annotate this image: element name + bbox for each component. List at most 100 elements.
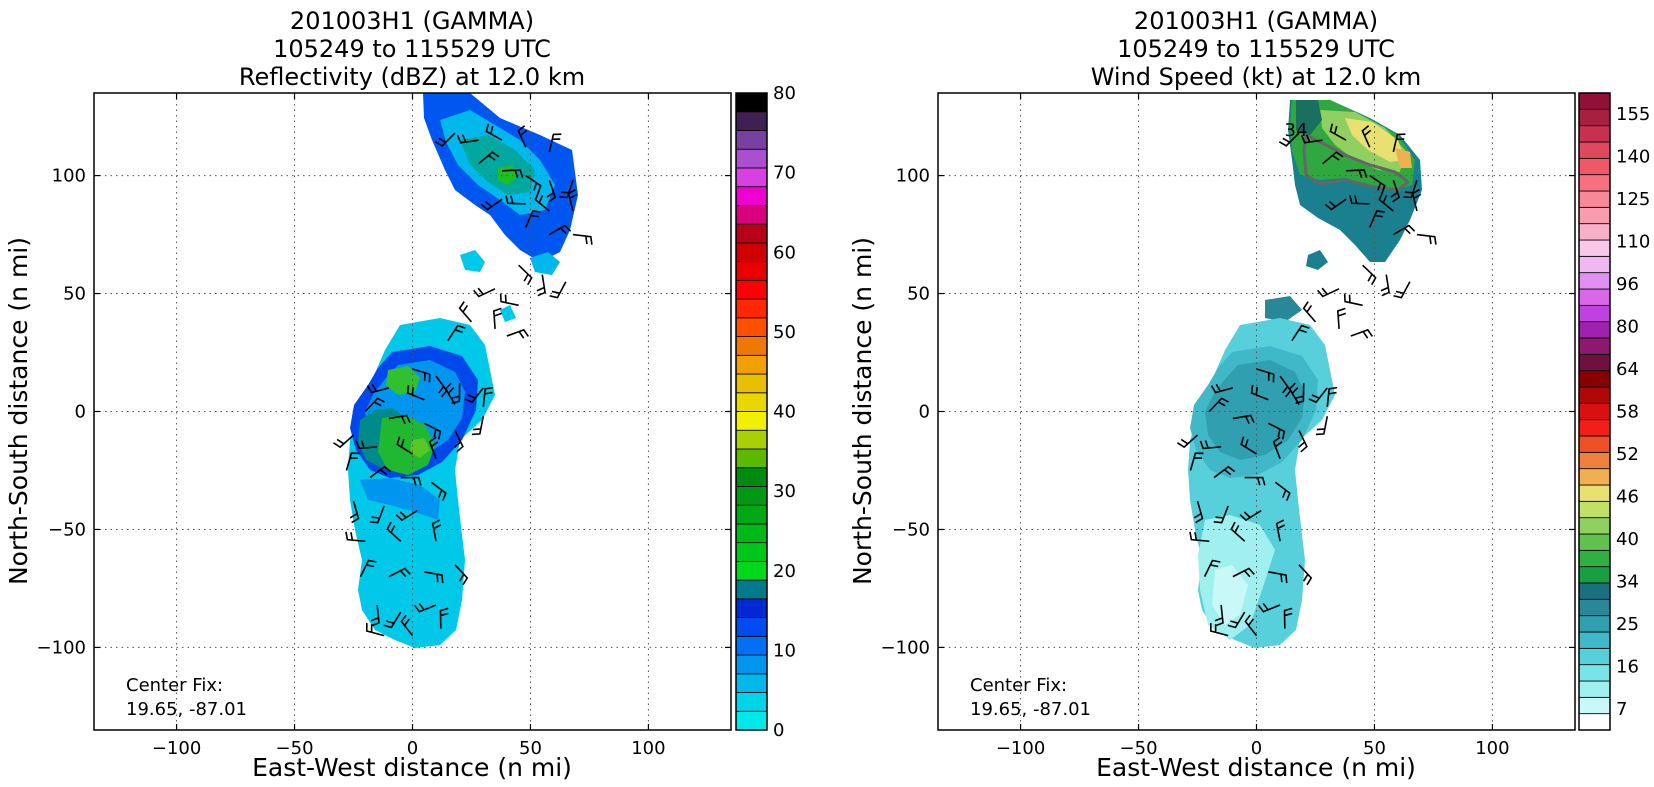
wind-barb <box>1275 519 1286 542</box>
reflectivity-panel: 201003H1 (GAMMA) 105249 to 115529 UTC Re… <box>4 7 796 782</box>
colorbar-segment <box>735 617 768 637</box>
x-tick-label: −50 <box>1120 738 1158 759</box>
wind-barb <box>549 281 567 299</box>
wind-barb <box>458 301 473 323</box>
colorbar-segment <box>735 579 768 600</box>
colorbar-tick-label: 10 <box>773 640 796 661</box>
colorbar-segment <box>1578 484 1611 502</box>
wind-barb <box>454 564 469 586</box>
colorbar-tick-label: 7 <box>1616 699 1627 720</box>
wind-barb <box>1213 505 1229 524</box>
wind-barb <box>424 571 444 584</box>
wind-barb <box>1322 151 1344 165</box>
wind-barb <box>471 416 485 436</box>
colorbar-segment <box>735 148 768 169</box>
wind-barb <box>1244 614 1258 637</box>
wind-barb <box>395 509 418 522</box>
wind-barb <box>369 505 385 524</box>
colorbar-segment <box>735 261 768 281</box>
colorbar-segment <box>735 336 768 356</box>
colorbar-segment <box>1578 566 1611 584</box>
wind-north-yellow <box>1345 118 1405 162</box>
y-tick-label: 50 <box>63 284 86 305</box>
colorbar-segment <box>735 429 768 450</box>
colorbar-tick-label: 60 <box>773 242 796 263</box>
wind-barb <box>517 125 528 148</box>
wind-barb <box>1203 559 1221 577</box>
colorbar-segment <box>735 279 768 300</box>
wind-barb <box>473 287 496 298</box>
wind-south-dark <box>1205 360 1305 460</box>
reflectivity-south-tail <box>360 478 440 520</box>
wind-barb <box>423 422 442 440</box>
x-tick-label: 50 <box>1363 738 1386 759</box>
colorbar-segment <box>735 167 768 188</box>
colorbar-segment <box>1578 631 1611 649</box>
wind-barb <box>499 293 519 307</box>
x-tick-label: 100 <box>631 738 665 759</box>
wind-barb <box>1308 387 1328 404</box>
reflectivity-north-band-core <box>460 135 535 195</box>
wind-barb <box>400 476 422 486</box>
wind-barb <box>1411 188 1422 212</box>
colorbar-segment <box>735 373 768 394</box>
wind-barb <box>412 368 431 383</box>
y-tick-label: −50 <box>892 519 930 540</box>
wind-barb <box>1392 224 1416 236</box>
wind-barb <box>1349 195 1370 205</box>
reflectivity-fragment-1 <box>460 250 485 272</box>
panel-title-line-3: Reflectivity (dBZ) at 12.0 km <box>239 63 585 91</box>
colorbar-segment <box>735 486 768 506</box>
wind-barb <box>366 622 385 637</box>
panel-title-line-1: 201003H1 (GAMMA) <box>290 7 534 35</box>
wind-barb <box>1272 436 1283 459</box>
colorbar-segment <box>1578 451 1611 470</box>
wind-barb <box>1369 174 1386 194</box>
colorbar-tick-label: 140 <box>1616 146 1650 167</box>
colorbar-tick-label: 52 <box>1616 444 1639 465</box>
colorbar-segment <box>1578 353 1611 372</box>
colorbar-tick-label: 80 <box>1616 316 1639 337</box>
colorbar-segment <box>735 710 768 731</box>
reflectivity-south-green-1 <box>378 415 435 475</box>
reflectivity-colorbar: 0 10 20 30 40 50 60 70 80 <box>735 83 796 741</box>
colorbar-segment <box>735 448 768 469</box>
wind-barb <box>1227 611 1246 629</box>
colorbar-segment <box>1578 664 1611 682</box>
colorbar-segment <box>1578 402 1611 421</box>
wind-barb <box>485 123 503 141</box>
panel-title-line-3: Wind Speed (kt) at 12.0 km <box>1091 63 1422 91</box>
wind-barb <box>572 233 593 245</box>
colorbar-segment <box>1578 419 1611 437</box>
colorbar-segment <box>1578 272 1611 290</box>
colorbar-segment <box>1578 533 1611 551</box>
center-fix-coordinates: 19.65, -87.01 <box>126 699 247 720</box>
colorbar-segment <box>1578 206 1611 225</box>
wind-barb <box>1302 301 1317 323</box>
wind-barb <box>359 559 377 577</box>
wind-barb <box>1326 386 1338 407</box>
y-tick-label: −100 <box>881 637 930 658</box>
colorbar-segment <box>735 635 768 656</box>
colorbar-segment <box>735 523 768 544</box>
wind-north-darkgreen <box>1296 100 1322 135</box>
colorbar-segment <box>1578 517 1611 535</box>
wind-barb <box>1315 416 1329 436</box>
colorbar-segment <box>1578 713 1611 731</box>
colorbar-tick-label: 50 <box>773 322 796 343</box>
colorbar-segment <box>1578 582 1611 600</box>
colorbar-segment <box>1578 157 1611 176</box>
y-tick-label: 100 <box>896 166 930 187</box>
wind-barb <box>1199 440 1222 450</box>
wind-barb <box>1317 287 1340 298</box>
wind-barb <box>1257 602 1281 613</box>
colorbar-segment <box>1578 125 1611 143</box>
wind-speed-field <box>1188 100 1422 648</box>
wind-barb <box>430 481 447 501</box>
wind-barb <box>428 436 439 459</box>
wind-barb <box>525 210 541 228</box>
colorbar-tick-label: 64 <box>1616 359 1639 380</box>
wind-barb <box>434 132 456 147</box>
wind-barb <box>567 188 578 212</box>
